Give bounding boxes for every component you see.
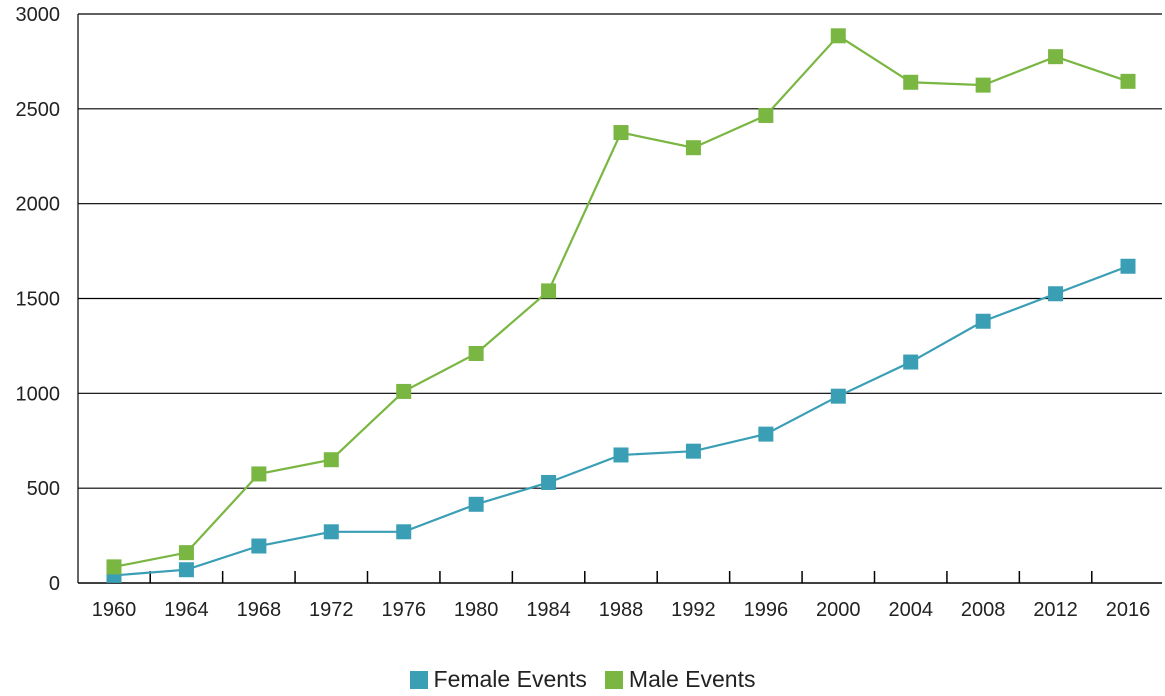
- x-tick-label: 1996: [744, 599, 789, 621]
- data-point-1-14: [1120, 73, 1136, 89]
- data-point-0-4: [396, 524, 412, 540]
- data-point-0-11: [903, 354, 919, 370]
- x-tick-label: 1976: [381, 599, 426, 621]
- data-point-0-12: [975, 313, 991, 329]
- series-line-1: [113, 34, 1129, 568]
- data-point-1-6: [541, 283, 557, 299]
- x-tick-label: 1992: [671, 599, 716, 621]
- x-tick-label: 2016: [1106, 599, 1151, 621]
- y-tick-label: 1000: [16, 383, 61, 405]
- data-point-1-10: [830, 28, 846, 44]
- data-point-0-3: [323, 524, 339, 540]
- y-tick-label: 500: [27, 478, 60, 500]
- data-point-1-11: [903, 74, 919, 90]
- data-point-0-9: [758, 426, 774, 442]
- data-point-0-2: [251, 538, 267, 554]
- legend-label-male: Male Events: [628, 666, 756, 692]
- legend: Female Events Male Events: [0, 666, 1165, 693]
- series-layer: [106, 28, 1136, 583]
- data-point-1-4: [396, 383, 412, 399]
- x-tick-label: 1964: [164, 599, 209, 621]
- x-tick-label: 2004: [888, 599, 933, 621]
- legend-item-female: Female Events: [409, 666, 587, 693]
- x-tick-label: 1968: [237, 599, 282, 621]
- y-tick-label: 1500: [16, 289, 61, 311]
- data-point-1-8: [685, 140, 701, 156]
- x-tick-label: 1960: [92, 599, 137, 621]
- data-point-1-1: [178, 545, 194, 561]
- data-point-0-8: [685, 443, 701, 459]
- x-tick-label: 2000: [816, 599, 861, 621]
- data-point-1-2: [251, 466, 267, 482]
- data-point-1-5: [468, 346, 484, 362]
- data-point-0-10: [830, 388, 846, 404]
- data-point-1-0: [106, 559, 122, 575]
- data-point-0-7: [613, 447, 629, 463]
- y-axis-tick-labels: 0 500 1000 1500 2000 2500 3000: [16, 4, 61, 595]
- x-tick-label: 1972: [309, 599, 354, 621]
- x-tick-label: 1984: [526, 599, 571, 621]
- x-tick-label: 1980: [454, 599, 499, 621]
- data-point-0-6: [541, 474, 557, 490]
- x-tick-label: 2008: [961, 599, 1006, 621]
- data-point-0-5: [468, 496, 484, 512]
- x-tick-label: 1988: [599, 599, 644, 621]
- series-line-0: [113, 265, 1129, 577]
- data-point-1-3: [323, 452, 339, 468]
- data-point-0-1: [178, 562, 194, 578]
- y-tick-label: 0: [49, 573, 60, 595]
- y-tick-label: 2000: [16, 194, 61, 216]
- legend-label-female: Female Events: [433, 666, 587, 692]
- data-point-1-9: [758, 107, 774, 123]
- y-tick-label: 2500: [16, 99, 61, 121]
- legend-swatch-male: [604, 670, 623, 689]
- data-point-1-12: [975, 77, 991, 93]
- grid-lines: [77, 13, 1162, 583]
- data-point-1-7: [613, 125, 629, 141]
- data-point-1-13: [1048, 49, 1064, 65]
- y-tick-label: 3000: [16, 4, 61, 26]
- x-axis: 1960 1964 1968 1972 1976 1980 1984 1988 1992 1996…: [78, 571, 1162, 621]
- x-tick-label: 2012: [1033, 599, 1078, 621]
- legend-item-male: Male Events: [604, 666, 756, 693]
- data-point-0-13: [1048, 286, 1064, 302]
- line-chart: 0 500 1000 1500 2000 2500 3000 1960 1964 1968 197…: [16, 4, 1162, 621]
- legend-swatch-female: [409, 670, 428, 689]
- data-point-0-14: [1120, 258, 1136, 274]
